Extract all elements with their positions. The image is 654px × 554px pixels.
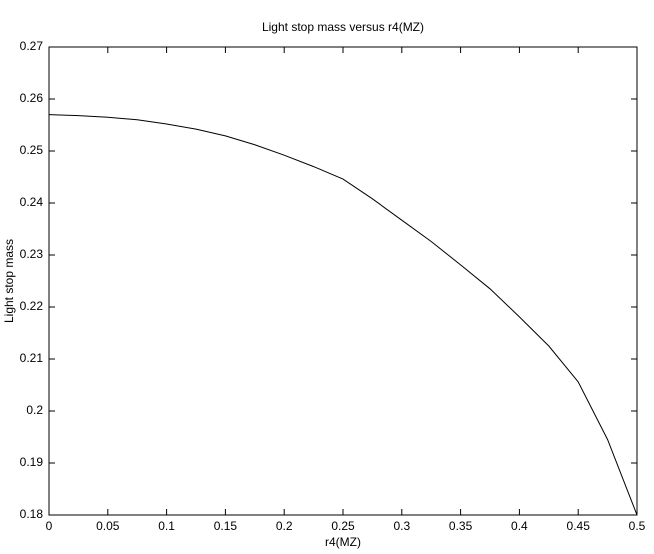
data-line <box>48 114 638 516</box>
x-tick-label: 0.4 <box>511 519 528 533</box>
x-tick-label: 0 <box>46 519 53 533</box>
y-tick-label: 0.22 <box>20 299 44 313</box>
x-tick-label: 0.2 <box>276 519 293 533</box>
y-tick-label: 0.2 <box>26 403 43 417</box>
y-axis-label: Light stop mass <box>2 239 16 323</box>
x-tick-label: 0.1 <box>158 519 175 533</box>
y-tick-label: 0.25 <box>20 143 44 157</box>
y-tick-label: 0.27 <box>20 39 44 53</box>
x-tick-label: 0.25 <box>331 519 355 533</box>
y-tick-label: 0.24 <box>20 195 44 209</box>
x-tick-label: 0.3 <box>393 519 410 533</box>
y-tick-label: 0.23 <box>20 247 44 261</box>
x-axis-label: r4(MZ) <box>325 535 361 549</box>
x-tick-label: 0.45 <box>567 519 591 533</box>
y-tick-label: 0.21 <box>20 351 44 365</box>
chart-title: Light stop mass versus r4(MZ) <box>262 20 424 34</box>
y-tick-label: 0.19 <box>20 455 44 469</box>
plot-box <box>48 46 638 516</box>
x-tick-label: 0.05 <box>96 519 120 533</box>
x-tick-label: 0.5 <box>629 519 646 533</box>
x-tick-label: 0.35 <box>449 519 473 533</box>
x-tick-label: 0.15 <box>214 519 238 533</box>
y-tick-label: 0.26 <box>20 91 44 105</box>
y-tick-label: 0.18 <box>20 507 44 521</box>
